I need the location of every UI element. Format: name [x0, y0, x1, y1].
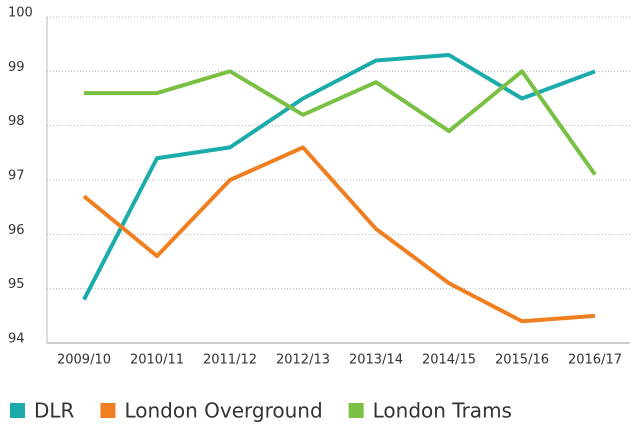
legend-label: London Trams [373, 399, 512, 423]
x-tick-label: 2015/16 [495, 353, 549, 368]
y-tick-label: 95 [8, 277, 25, 292]
line [84, 69, 597, 176]
legend-swatch [348, 403, 364, 418]
y-tick-label: 100 [8, 6, 33, 21]
x-tick-label: 2016/17 [568, 353, 622, 368]
x-tick-label: 2013/14 [349, 353, 403, 368]
x-tick-label: 2014/15 [422, 353, 476, 368]
y-tick-label: 94 [8, 332, 25, 347]
legend-label: DLR [34, 399, 75, 423]
x-tick-label: 2012/13 [276, 353, 330, 368]
legend-swatch [10, 403, 25, 418]
y-tick-label: 98 [8, 114, 25, 129]
legend-swatch [100, 403, 116, 418]
x-tick-label: 2009/10 [57, 353, 111, 368]
y-tick-label: 97 [8, 169, 25, 184]
line [82, 53, 596, 301]
y-tick-label: 99 [8, 60, 25, 75]
y-tick-label: 96 [8, 223, 25, 238]
line [82, 145, 596, 324]
x-tick-label: 2011/12 [203, 353, 257, 368]
legend-label: London Overground [124, 399, 322, 423]
x-tick-label: 2010/11 [130, 353, 184, 368]
